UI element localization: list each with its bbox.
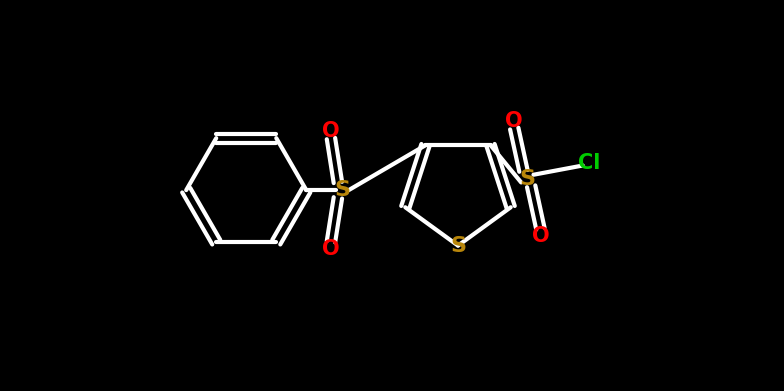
Text: S: S bbox=[335, 180, 350, 200]
Text: O: O bbox=[322, 121, 339, 141]
Text: O: O bbox=[322, 239, 339, 260]
Text: S: S bbox=[450, 236, 466, 256]
Text: O: O bbox=[532, 226, 550, 246]
Text: S: S bbox=[519, 169, 535, 188]
Text: O: O bbox=[506, 111, 523, 131]
Text: Cl: Cl bbox=[578, 153, 600, 173]
